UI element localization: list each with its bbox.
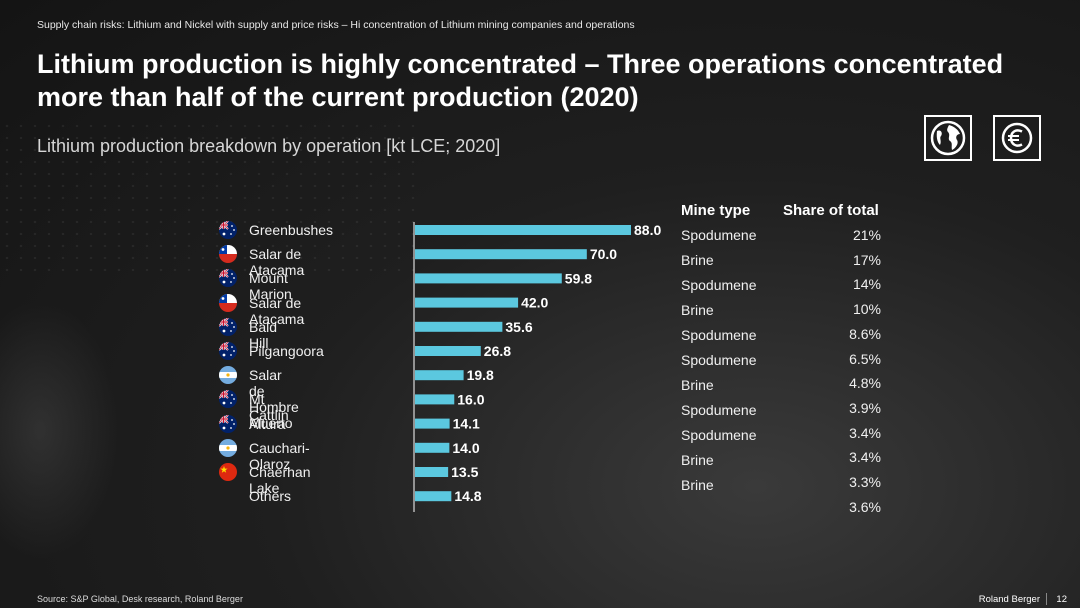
bar xyxy=(415,297,519,308)
background-dots xyxy=(0,120,420,280)
bar-value-label: 16.0 xyxy=(457,391,484,407)
share-cell: 10% xyxy=(852,301,881,317)
bar-value-label: 35.6 xyxy=(505,319,532,335)
globe-icon xyxy=(924,115,972,161)
operation-label: Pilgangoora xyxy=(249,343,324,359)
mine-type-cell: Brine xyxy=(681,377,714,393)
bar-value-label: 42.0 xyxy=(521,295,548,311)
share-cell: 21% xyxy=(852,227,881,243)
share-cell: 3.9% xyxy=(849,400,881,416)
mine-type-cell: Brine xyxy=(681,302,714,318)
bar-value-label: 70.0 xyxy=(590,246,617,262)
operation-label: Salar de Hombre Muerto xyxy=(249,367,299,432)
mine-type-cell: Brine xyxy=(681,452,714,468)
chile-flag-icon xyxy=(219,245,237,264)
operation-label: Others xyxy=(249,488,292,505)
bar xyxy=(415,346,481,356)
page-title: Lithium production is highly concentrate… xyxy=(37,49,1004,112)
bar-value-label: 14.0 xyxy=(452,440,479,456)
bar-value-label: 59.8 xyxy=(565,270,592,286)
australia-flag-icon xyxy=(219,414,237,433)
breadcrumb: Supply chain risks: Lithium and Nickel w… xyxy=(37,19,635,31)
share-cell: 4.8% xyxy=(849,375,881,391)
bar-value-label: 13.5 xyxy=(451,464,478,480)
bar-value-label: 19.8 xyxy=(467,367,494,383)
mine-type-header: Mine type xyxy=(681,202,751,219)
source-note: Source: S&P Global, Desk research, Rolan… xyxy=(37,594,243,604)
argentina-flag-icon xyxy=(219,438,237,457)
bar xyxy=(415,370,464,381)
background-glow xyxy=(0,300,120,560)
share-header: Share of total xyxy=(783,202,879,219)
bar-value-label: 88.0 xyxy=(634,222,661,238)
argentina-flag-icon xyxy=(219,366,237,385)
brand-name: Roland Berger xyxy=(978,594,1040,605)
chile-flag-icon xyxy=(219,293,237,312)
mine-type-cell: Brine xyxy=(681,252,714,268)
operation-label: Mount Marion xyxy=(249,270,292,303)
mine-type-cell: Spodumene xyxy=(681,277,757,293)
bar-value-label: 14.8 xyxy=(454,488,481,504)
operation-label: Salar de Atacama xyxy=(249,246,305,279)
bar xyxy=(415,442,450,453)
mine-type-cell: Spodumene xyxy=(681,402,757,418)
footer-divider xyxy=(1046,593,1047,605)
operation-label: Altura xyxy=(249,415,286,432)
bar xyxy=(415,418,450,429)
share-cell: 3.4% xyxy=(849,449,881,465)
bar-value-label: 14.1 xyxy=(453,416,480,432)
bar xyxy=(415,321,503,332)
bar xyxy=(415,394,455,405)
chart-subtitle: Lithium production breakdown by operatio… xyxy=(37,136,501,156)
bar xyxy=(415,467,449,477)
operation-label: Salar de Atacama xyxy=(249,294,305,327)
share-cell: 3.4% xyxy=(849,425,881,441)
share-cell: 8.6% xyxy=(849,326,881,342)
china-flag-icon xyxy=(219,463,237,481)
bar xyxy=(415,273,562,284)
operation-label: Bald Hill xyxy=(249,318,278,351)
mine-type-cell: Brine xyxy=(681,477,714,493)
operation-label: Mt Cattlin xyxy=(249,391,289,424)
share-cell: 3.6% xyxy=(849,499,881,515)
bar xyxy=(415,249,587,260)
euro-icon xyxy=(993,115,1041,161)
bar-value-label: 26.8 xyxy=(484,343,511,359)
mine-type-cell: Spodumene xyxy=(681,352,757,368)
bar xyxy=(415,491,452,502)
australia-flag-icon xyxy=(219,342,237,360)
mine-type-cell: Spodumene xyxy=(681,327,757,343)
australia-flag-icon xyxy=(219,269,237,288)
share-cell: 14% xyxy=(852,276,881,292)
page-number: 12 xyxy=(1056,594,1067,605)
share-cell: 3.3% xyxy=(849,474,881,490)
bar xyxy=(415,225,631,235)
operation-label: Greenbushes xyxy=(249,222,334,238)
mine-type-cell: Spodumene xyxy=(681,427,757,443)
operation-label: Chaerhan Lake xyxy=(249,464,311,496)
share-cell: 17% xyxy=(852,252,881,268)
share-cell: 6.5% xyxy=(849,351,881,367)
mine-type-cell: Spodumene xyxy=(681,227,757,243)
operation-label: Cauchari-Olaroz xyxy=(249,439,310,472)
